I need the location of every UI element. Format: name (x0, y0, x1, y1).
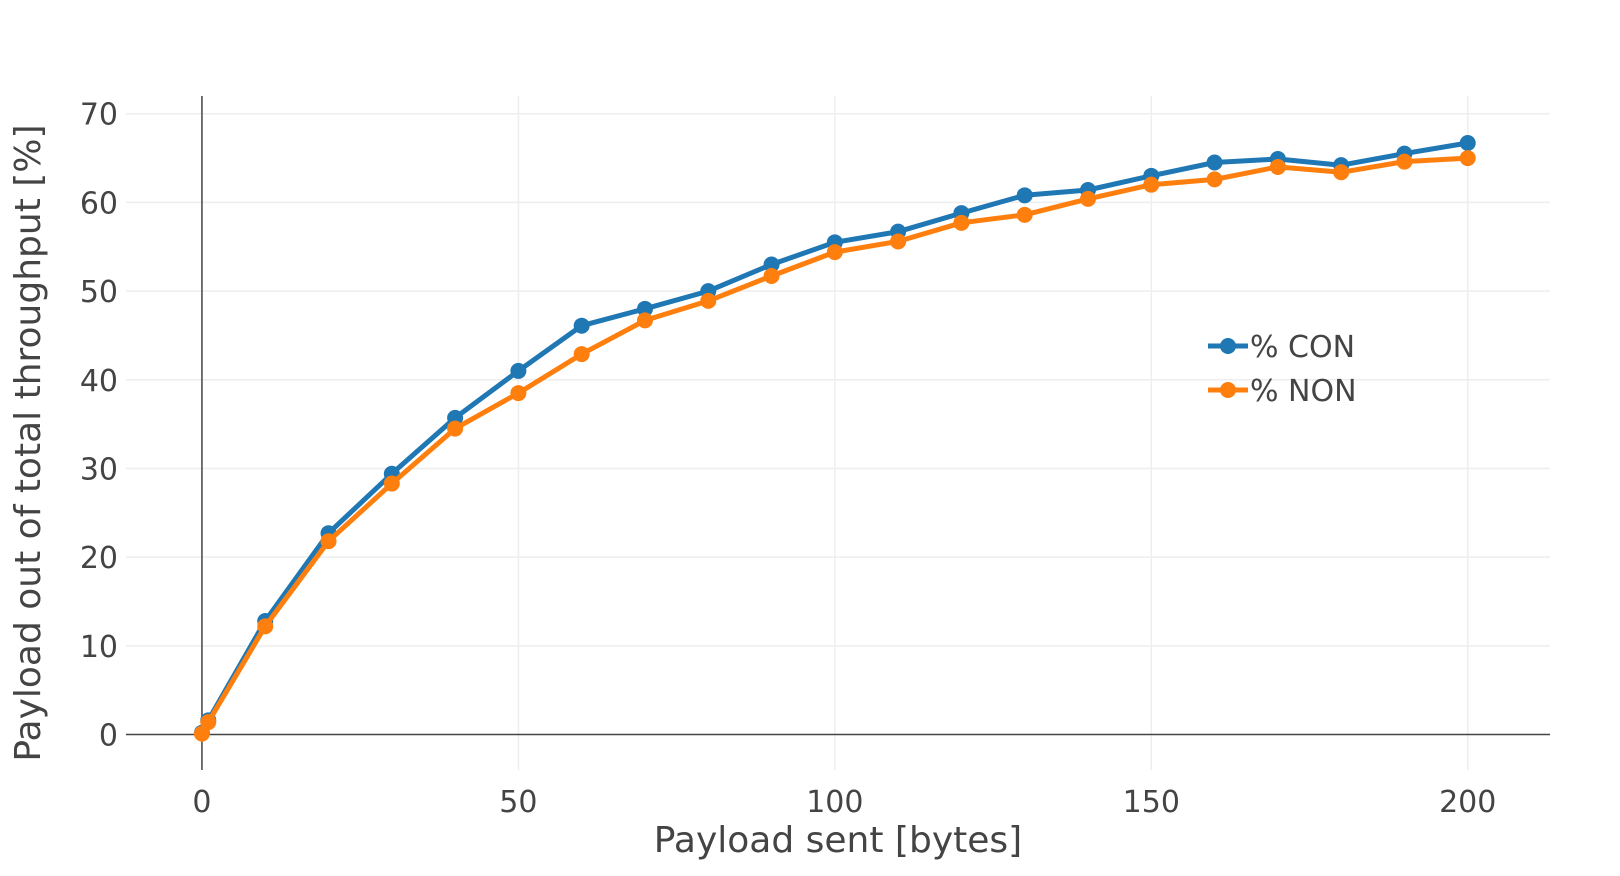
data-point (573, 346, 590, 363)
y-axis-title: Payload out of total throughput [%] (8, 124, 49, 761)
data-point (510, 385, 527, 402)
x-tick-label: 50 (499, 785, 537, 820)
x-tick-label: 0 (192, 785, 211, 820)
legend: % CON % NON (1208, 330, 1357, 409)
data-point (1016, 206, 1033, 223)
data-point (1016, 187, 1033, 204)
data-point (1079, 190, 1096, 207)
data-point (383, 475, 400, 492)
y-tick-label: 40 (80, 364, 118, 399)
data-point (636, 312, 653, 329)
y-tick-label: 30 (80, 452, 118, 487)
tick-labels: 0 50 100 150 200 0 10 20 30 40 50 60 70 (80, 98, 1497, 820)
legend-swatch-marker (1220, 382, 1236, 398)
x-tick-label: 200 (1439, 785, 1496, 820)
gridlines (126, 96, 1550, 770)
legend-item: % NON (1208, 374, 1357, 409)
legend-label: % NON (1250, 374, 1357, 409)
data-point (763, 256, 780, 273)
data-point (447, 420, 464, 437)
data-point (763, 268, 780, 285)
x-tick-label: 100 (806, 785, 863, 820)
y-tick-label: 50 (80, 275, 118, 310)
legend-swatch-marker (1220, 338, 1236, 354)
y-tick-label: 70 (80, 98, 118, 133)
data-point (890, 233, 907, 250)
data-point (1206, 154, 1223, 171)
data-point (700, 292, 717, 309)
data-point (953, 214, 970, 231)
y-tick-label: 60 (80, 186, 118, 221)
x-axis-title: Payload sent [bytes] (654, 820, 1022, 861)
data-point (1396, 153, 1413, 170)
data-point (200, 714, 217, 731)
series-line (199, 140, 1471, 736)
data-point (1269, 158, 1286, 175)
legend-label: % CON (1250, 330, 1355, 365)
series-line (199, 155, 1471, 737)
data-point (257, 618, 274, 635)
data-point (573, 317, 590, 334)
data-point (1206, 171, 1223, 188)
data-point (636, 300, 653, 317)
series-non (193, 150, 1476, 742)
legend-item: % CON (1208, 330, 1355, 365)
data-point (1459, 150, 1476, 167)
y-tick-label: 10 (80, 630, 118, 665)
data-point (320, 533, 337, 550)
data-point (1333, 164, 1350, 181)
y-tick-label: 0 (99, 719, 118, 754)
data-point (1459, 135, 1476, 152)
series-group (193, 135, 1476, 742)
data-point (1143, 176, 1160, 193)
data-point (510, 362, 527, 379)
x-tick-label: 150 (1123, 785, 1180, 820)
axes (126, 96, 1550, 770)
data-point (826, 244, 843, 261)
y-tick-label: 20 (80, 541, 118, 576)
